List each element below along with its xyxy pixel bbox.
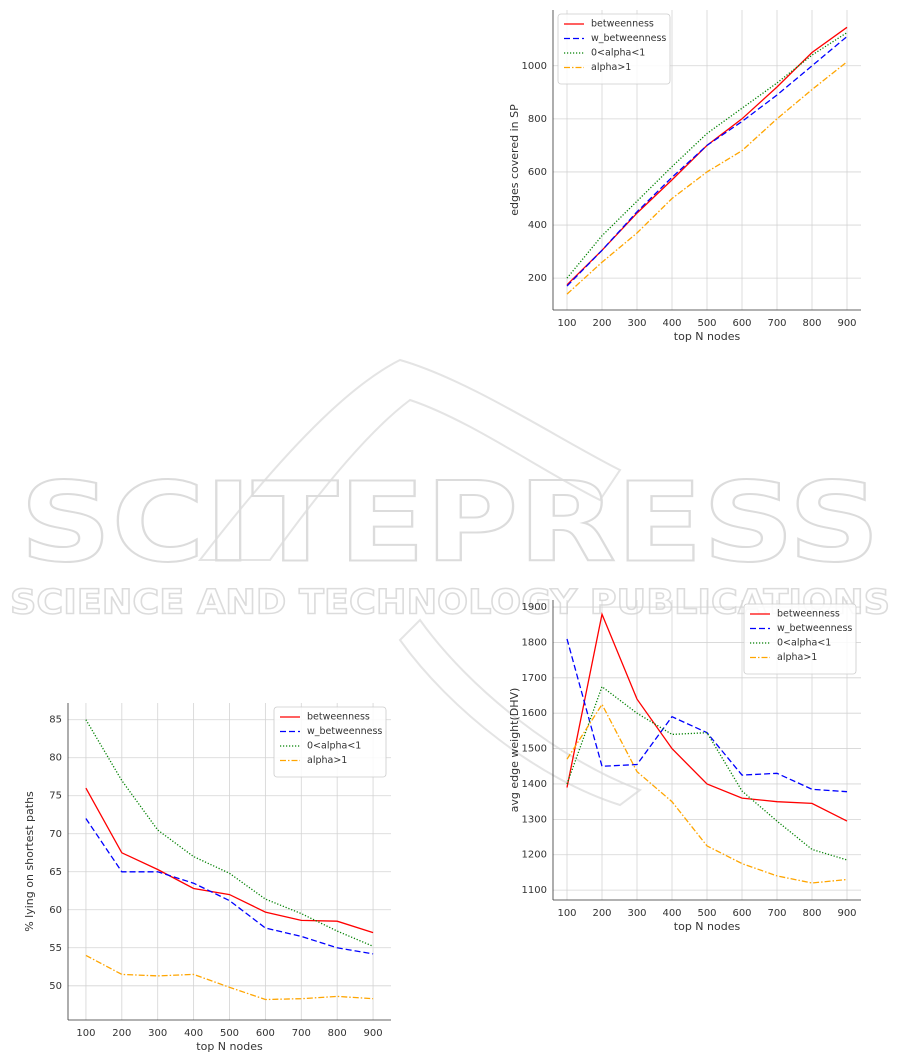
y-tick-label: 60 bbox=[49, 905, 62, 916]
x-tick-label: 300 bbox=[627, 318, 646, 329]
legend-label: alpha>1 bbox=[307, 755, 347, 766]
watermark-logo bbox=[197, 358, 622, 561]
x-tick-label: 300 bbox=[148, 1028, 167, 1039]
y-tick-label: 80 bbox=[49, 753, 62, 764]
y-tick-label: 600 bbox=[528, 167, 547, 178]
x-tick-label: 100 bbox=[557, 908, 576, 919]
x-tick-label: 700 bbox=[292, 1028, 311, 1039]
legend-label: w_betweenness bbox=[777, 623, 852, 634]
legend-label: betweenness bbox=[591, 19, 654, 30]
x-axis-label: top N nodes bbox=[674, 920, 741, 933]
x-axis-label: top N nodes bbox=[674, 330, 741, 343]
series-line bbox=[566, 61, 848, 295]
y-tick-label: 1300 bbox=[522, 814, 547, 825]
x-tick-label: 400 bbox=[184, 1028, 203, 1039]
y-tick-label: 50 bbox=[49, 981, 62, 992]
x-tick-label: 200 bbox=[592, 908, 611, 919]
legend-label: w_betweenness bbox=[591, 33, 666, 44]
y-tick-label: 1400 bbox=[522, 779, 547, 790]
x-tick-label: 700 bbox=[767, 318, 786, 329]
x-tick-label: 100 bbox=[76, 1028, 95, 1039]
x-axis-label: top N nodes bbox=[196, 1040, 263, 1052]
series-line bbox=[85, 787, 374, 934]
y-tick-label: 75 bbox=[49, 791, 62, 802]
legend-label: 0<alpha<1 bbox=[307, 741, 361, 752]
series-line bbox=[566, 638, 848, 793]
series-line bbox=[566, 685, 848, 861]
x-tick-label: 300 bbox=[627, 908, 646, 919]
y-tick-label: 1700 bbox=[522, 673, 547, 684]
legend-box bbox=[273, 706, 387, 778]
y-tick-label: 200 bbox=[528, 273, 547, 284]
legend-box bbox=[743, 603, 857, 675]
watermark-logo bbox=[398, 618, 643, 807]
x-tick-label: 200 bbox=[112, 1028, 131, 1039]
legend-label: betweenness bbox=[777, 609, 840, 620]
y-tick-label: 1100 bbox=[522, 885, 547, 896]
x-tick-label: 500 bbox=[697, 908, 716, 919]
legend-label: 0<alpha<1 bbox=[777, 638, 831, 649]
y-tick-label: 1900 bbox=[522, 602, 547, 613]
y-tick-label: 55 bbox=[49, 943, 62, 954]
x-tick-label: 600 bbox=[256, 1028, 275, 1039]
series-line bbox=[566, 36, 848, 287]
x-tick-label: 400 bbox=[662, 318, 681, 329]
y-tick-label: 70 bbox=[49, 829, 62, 840]
x-tick-label: 100 bbox=[557, 318, 576, 329]
legend-label: 0<alpha<1 bbox=[591, 48, 645, 59]
y-tick-label: 1800 bbox=[522, 637, 547, 648]
x-tick-label: 800 bbox=[802, 318, 821, 329]
x-tick-label: 800 bbox=[802, 908, 821, 919]
y-tick-label: 1500 bbox=[522, 744, 547, 755]
x-tick-label: 800 bbox=[328, 1028, 347, 1039]
legend-label: betweenness bbox=[307, 712, 370, 723]
y-tick-label: 1200 bbox=[522, 850, 547, 861]
legend-label: alpha>1 bbox=[777, 652, 817, 663]
legend-box bbox=[557, 13, 671, 85]
x-tick-label: 500 bbox=[220, 1028, 239, 1039]
series-line bbox=[85, 954, 374, 1001]
watermark-title: SCITEPRESS bbox=[20, 458, 880, 586]
x-tick-label: 400 bbox=[662, 908, 681, 919]
y-tick-label: 1600 bbox=[522, 708, 547, 719]
y-tick-label: 800 bbox=[528, 114, 547, 125]
y-tick-label: 1000 bbox=[522, 61, 547, 72]
series-line bbox=[85, 818, 374, 955]
y-axis-label: edges covered in SP bbox=[508, 104, 521, 216]
legend-label: alpha>1 bbox=[591, 62, 631, 73]
y-axis-label: avg edge weight(DHV) bbox=[508, 688, 521, 813]
x-tick-label: 700 bbox=[767, 908, 786, 919]
series-line bbox=[566, 611, 848, 822]
x-tick-label: 500 bbox=[697, 318, 716, 329]
x-tick-label: 600 bbox=[732, 318, 751, 329]
x-tick-label: 200 bbox=[592, 318, 611, 329]
series-line bbox=[566, 703, 848, 884]
y-tick-label: 65 bbox=[49, 867, 62, 878]
y-tick-label: 400 bbox=[528, 220, 547, 231]
y-axis-label: % lying on shortest paths bbox=[23, 791, 36, 932]
x-tick-label: 900 bbox=[837, 318, 856, 329]
series-line bbox=[566, 32, 848, 279]
x-tick-label: 900 bbox=[364, 1028, 383, 1039]
legend-label: w_betweenness bbox=[307, 726, 382, 737]
x-tick-label: 600 bbox=[732, 908, 751, 919]
series-line bbox=[85, 719, 374, 947]
y-tick-label: 85 bbox=[49, 715, 62, 726]
x-tick-label: 900 bbox=[837, 908, 856, 919]
